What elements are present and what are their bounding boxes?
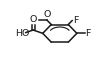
Text: F: F (73, 16, 79, 25)
Text: HO: HO (15, 29, 30, 38)
Text: F: F (86, 29, 91, 38)
Text: O: O (29, 15, 37, 24)
Text: O: O (43, 10, 51, 19)
